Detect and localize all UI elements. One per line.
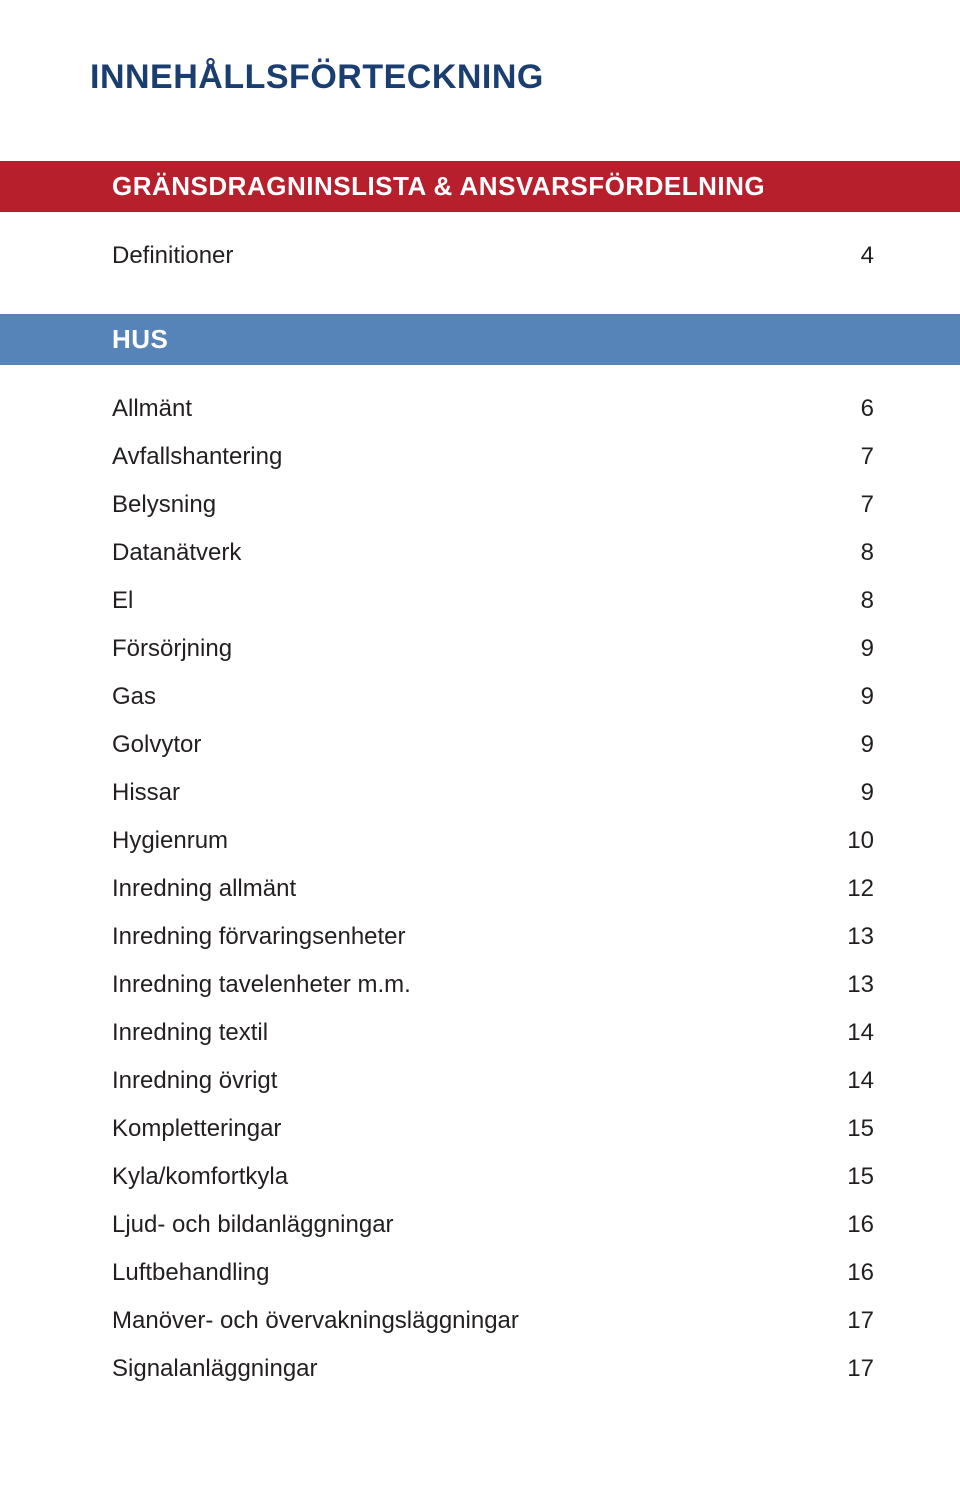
toc-entry-label: Belysning: [112, 491, 834, 519]
toc-row: Gas 9: [112, 673, 874, 721]
toc-row: Inredning tavelenheter m.m. 13: [112, 961, 874, 1009]
toc-entry-page: 15: [827, 1115, 874, 1143]
toc-entry-label: Ljud- och bildanläggningar: [112, 1211, 827, 1239]
toc-row: Inredning övrigt 14: [112, 1057, 874, 1105]
toc-entry-page: 7: [834, 443, 874, 471]
toc-entry-page: 13: [827, 923, 874, 951]
toc-entry-page: 8: [834, 587, 874, 615]
toc-entry-page: 8: [834, 539, 874, 567]
toc-row: El 8: [112, 577, 874, 625]
toc-row: Allmänt 6: [112, 385, 874, 433]
toc-row: Luftbehandling 16: [112, 1249, 874, 1297]
toc-block-hus: Allmänt 6 Avfallshantering 7 Belysning 7…: [90, 365, 880, 1427]
toc-row: Hissar 9: [112, 769, 874, 817]
toc-entry-page: 9: [834, 779, 874, 807]
page: INNEHÅLLSFÖRTECKNING GRÄNSDRAGNINSLISTA …: [0, 0, 960, 1487]
toc-entry-label: Datanätverk: [112, 539, 834, 567]
toc-entry-page: 9: [834, 683, 874, 711]
toc-entry-label: Avfallshantering: [112, 443, 834, 471]
toc-row: Golvytor 9: [112, 721, 874, 769]
toc-entry-label: Hissar: [112, 779, 834, 807]
toc-entry-page: 17: [827, 1355, 874, 1383]
toc-row: Belysning 7: [112, 481, 874, 529]
toc-entry-page: 7: [834, 491, 874, 519]
section-heading-main: GRÄNSDRAGNINSLISTA & ANSVARSFÖRDELNING: [0, 161, 960, 212]
toc-entry-label: Inredning textil: [112, 1019, 827, 1047]
toc-entry-page: 16: [827, 1211, 874, 1239]
toc-row: Signalanläggningar 17: [112, 1345, 874, 1393]
toc-row: Ljud- och bildanläggningar 16: [112, 1201, 874, 1249]
toc-entry-label: Gas: [112, 683, 834, 711]
toc-entry-page: 16: [827, 1259, 874, 1287]
toc-entry-label: Inredning tavelenheter m.m.: [112, 971, 827, 999]
toc-entry-page: 14: [827, 1067, 874, 1095]
toc-row: Datanätverk 8: [112, 529, 874, 577]
toc-entry-label: Kompletteringar: [112, 1115, 827, 1143]
page-title: INNEHÅLLSFÖRTECKNING: [90, 58, 880, 97]
toc-entry-page: 15: [827, 1163, 874, 1191]
toc-block-main: Definitioner 4: [90, 212, 880, 314]
toc-entry-label: Allmänt: [112, 395, 834, 423]
toc-entry-label: Hygienrum: [112, 827, 827, 855]
toc-entry-label: Signalanläggningar: [112, 1355, 827, 1383]
toc-entry-label: El: [112, 587, 834, 615]
toc-entry-page: 6: [834, 395, 874, 423]
toc-entry-page: 9: [834, 635, 874, 663]
toc-row: Inredning förvaringsenheter 13: [112, 913, 874, 961]
toc-entry-label: Inredning övrigt: [112, 1067, 827, 1095]
toc-entry-page: 4: [834, 242, 874, 270]
toc-row: Inredning textil 14: [112, 1009, 874, 1057]
toc-entry-page: 14: [827, 1019, 874, 1047]
toc-entry-label: Kyla/komfortkyla: [112, 1163, 827, 1191]
toc-row: Definitioner 4: [112, 232, 874, 280]
toc-entry-label: Luftbehandling: [112, 1259, 827, 1287]
toc-row: Avfallshantering 7: [112, 433, 874, 481]
toc-row: Manöver- och övervakningsläggningar 17: [112, 1297, 874, 1345]
toc-row: Kompletteringar 15: [112, 1105, 874, 1153]
toc-entry-page: 17: [827, 1307, 874, 1335]
toc-entry-label: Försörjning: [112, 635, 834, 663]
toc-entry-page: 9: [834, 731, 874, 759]
section-heading-hus: HUS: [0, 314, 960, 365]
toc-row: Hygienrum 10: [112, 817, 874, 865]
toc-row: Kyla/komfortkyla 15: [112, 1153, 874, 1201]
toc-row: Inredning allmänt 12: [112, 865, 874, 913]
toc-entry-label: Definitioner: [112, 242, 834, 270]
toc-entry-label: Inredning allmänt: [112, 875, 827, 903]
toc-entry-label: Golvytor: [112, 731, 834, 759]
toc-entry-label: Manöver- och övervakningsläggningar: [112, 1307, 827, 1335]
toc-row: Försörjning 9: [112, 625, 874, 673]
toc-entry-page: 13: [827, 971, 874, 999]
toc-entry-page: 10: [827, 827, 874, 855]
toc-entry-label: Inredning förvaringsenheter: [112, 923, 827, 951]
toc-entry-page: 12: [827, 875, 874, 903]
